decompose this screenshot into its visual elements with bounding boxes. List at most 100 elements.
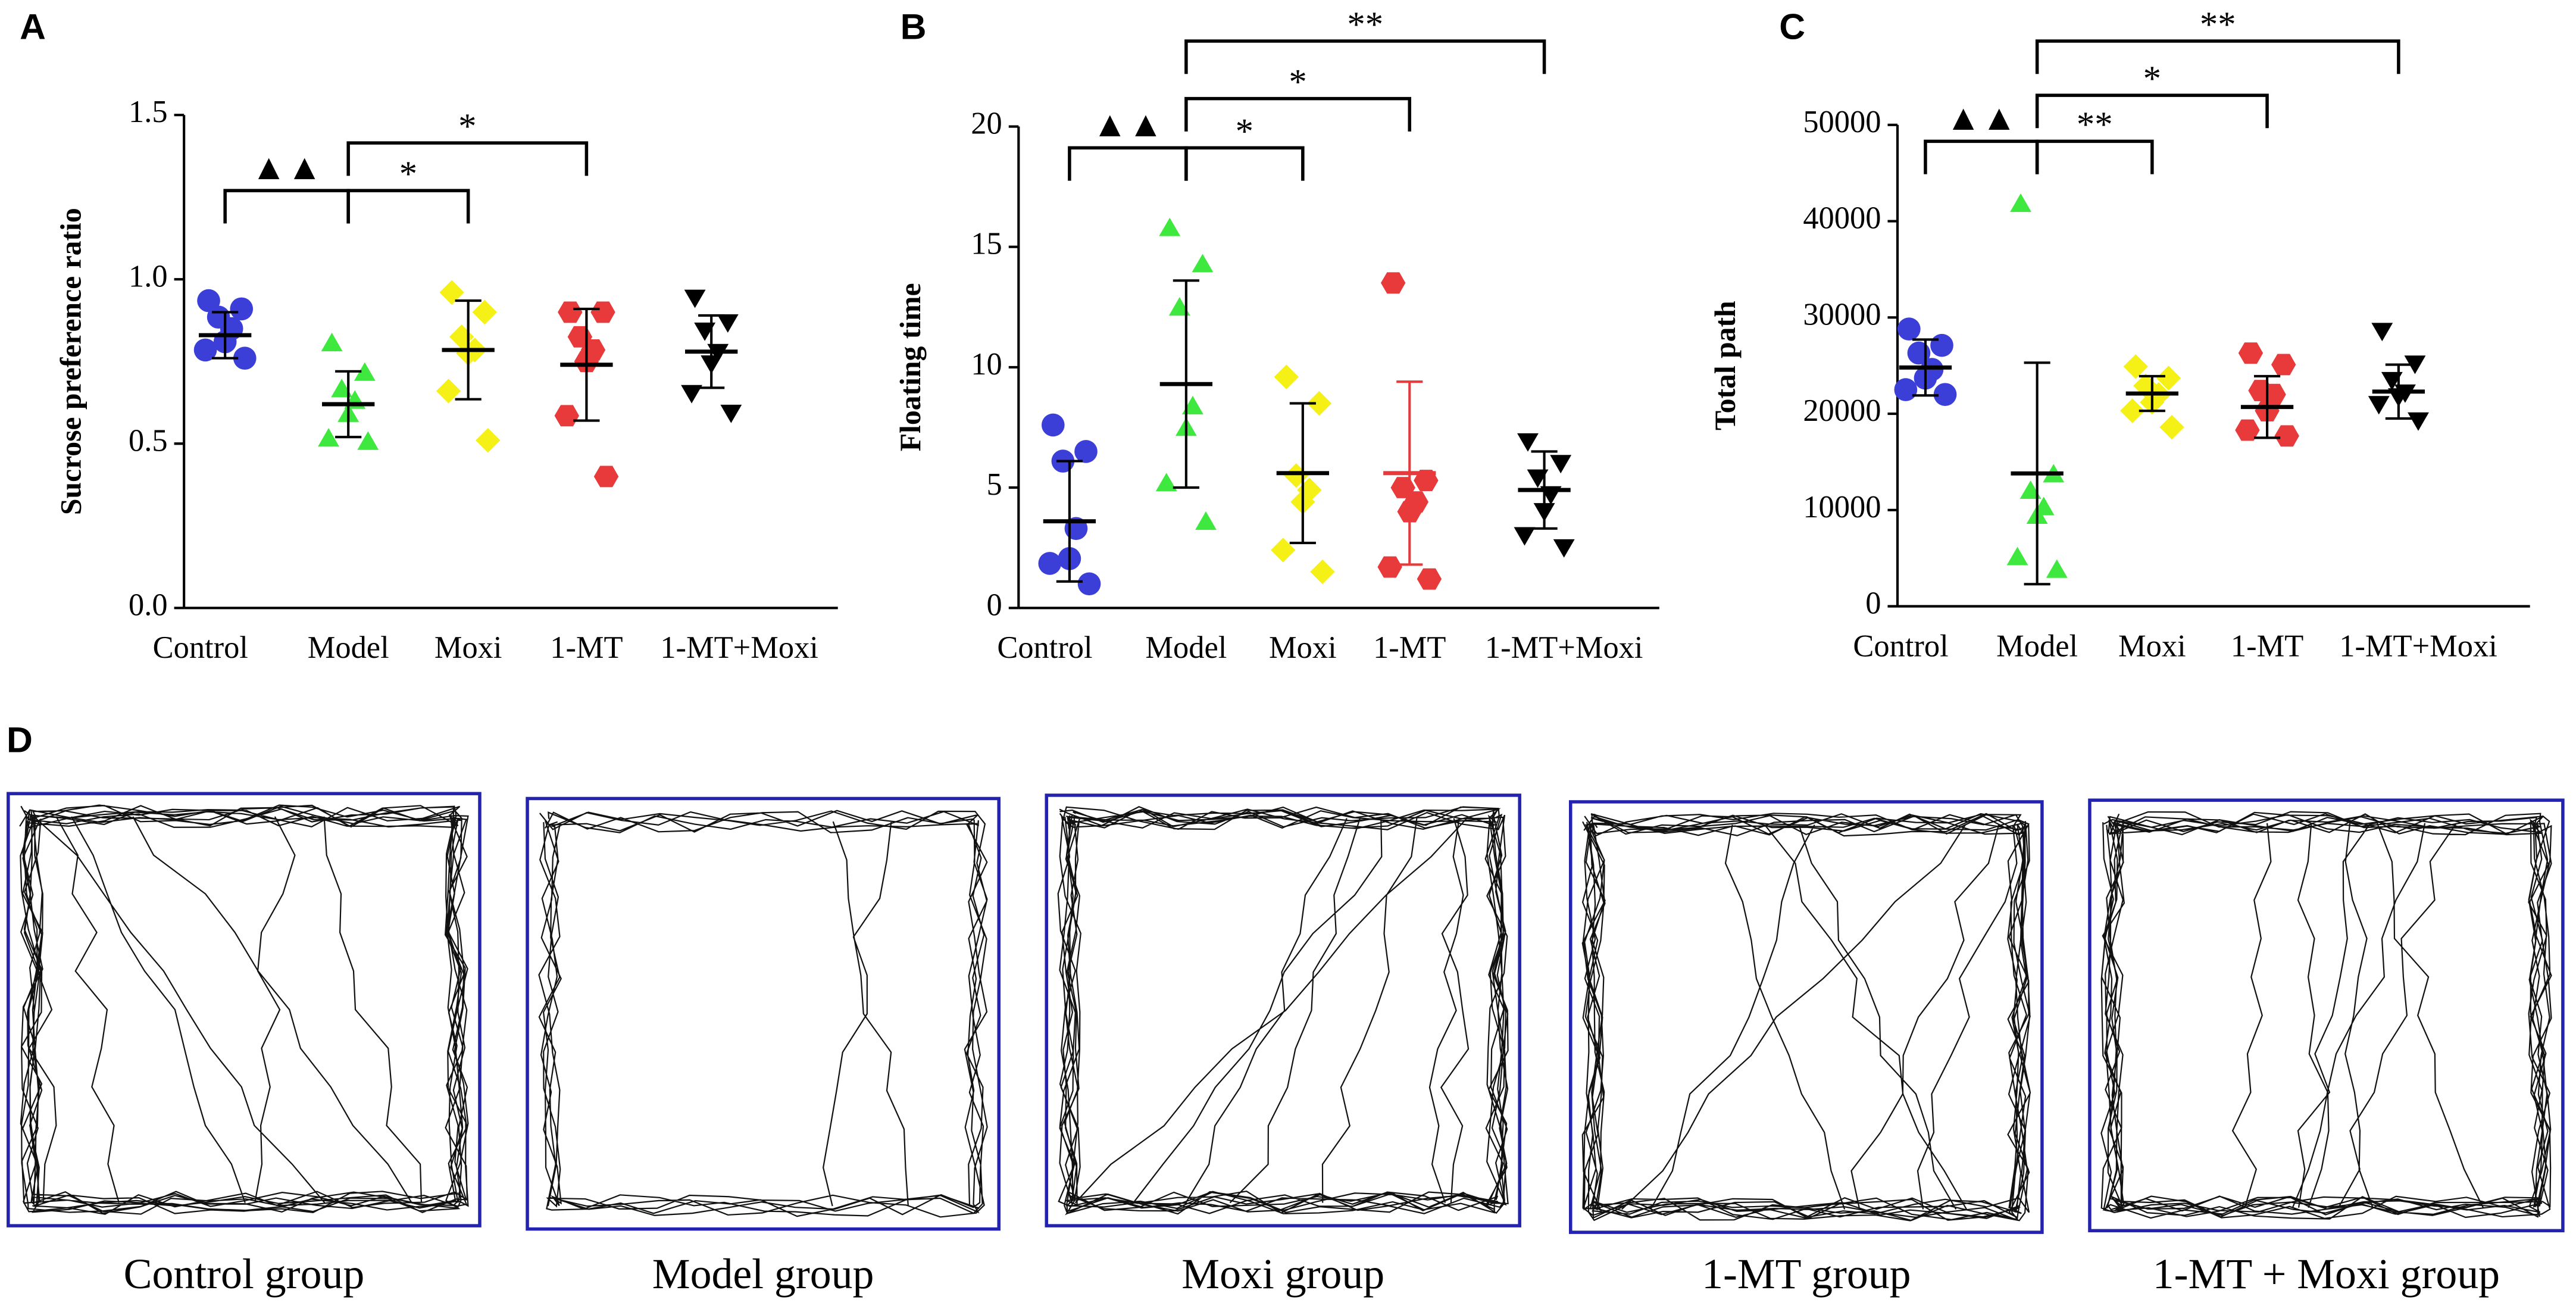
y-tick-label: 15 — [971, 227, 1002, 261]
panel-label: D — [7, 720, 33, 760]
x-tick-label: Moxi — [2118, 629, 2186, 663]
x-tick-label: Control — [153, 630, 248, 665]
data-point — [1553, 539, 1575, 558]
data-point — [318, 428, 339, 447]
significance-label: ** — [2077, 105, 2113, 145]
data-point — [1310, 559, 1335, 585]
y-tick-label: 1.5 — [129, 95, 168, 129]
x-tick-label: Control — [1853, 629, 1948, 663]
data-point — [1038, 552, 1062, 575]
significance-bracket — [1068, 146, 1188, 181]
x-tick-label: Model — [308, 630, 389, 665]
significance-bracket — [1184, 39, 1546, 74]
data-point — [554, 405, 579, 427]
significance-bracket — [2035, 39, 2400, 74]
y-tick-label: 0 — [1865, 586, 1881, 621]
data-point — [2408, 412, 2429, 431]
y-axis-label: Floating time — [894, 283, 927, 451]
x-tick-label: 1-MT+Moxi — [1485, 630, 1643, 665]
significance-label: * — [458, 107, 476, 146]
data-point — [1155, 473, 1177, 492]
significance-bracket — [2035, 139, 2154, 174]
data-point — [2159, 414, 2184, 440]
data-point — [2046, 559, 2068, 578]
group-caption: Model group — [652, 1250, 874, 1298]
group-caption: 1-MT + Moxi group — [2153, 1250, 2500, 1298]
significance-bracket — [1184, 146, 1305, 181]
panel-label: C — [1779, 7, 1805, 47]
significance-bracket — [1184, 96, 1412, 132]
significance-bracket — [223, 189, 350, 224]
group-caption: Control group — [124, 1250, 365, 1298]
y-tick-label: 20 — [971, 107, 1002, 141]
data-point — [1514, 527, 1536, 546]
data-point — [233, 346, 257, 370]
arena-frame — [7, 792, 482, 1227]
data-point — [2120, 398, 2145, 423]
y-axis-label: Sucrose preference ratio — [55, 208, 87, 515]
data-point — [1041, 413, 1065, 437]
data-point — [1894, 378, 1918, 401]
significance-label: ▲▲ — [251, 148, 323, 188]
x-tick-label: 1-MT — [550, 630, 623, 665]
y-axis-label: Total path — [1709, 301, 1742, 430]
panel-label: B — [901, 7, 927, 47]
x-tick-label: 1-MT — [1373, 630, 1446, 665]
arena-frame — [526, 796, 1001, 1231]
data-point — [1550, 455, 1572, 474]
trajectory — [1581, 813, 2031, 1222]
data-point — [230, 297, 254, 321]
arena-frame — [1045, 794, 1521, 1227]
significance-bracket — [346, 189, 470, 224]
y-tick-label: 10000 — [1803, 490, 1881, 524]
data-point — [354, 362, 376, 381]
data-point — [1933, 383, 1957, 406]
x-tick-label: Moxi — [434, 630, 502, 665]
x-tick-label: 1-MT — [2231, 629, 2303, 663]
data-point — [2368, 396, 2390, 415]
data-point — [439, 280, 464, 305]
significance-label: * — [399, 154, 417, 194]
data-point — [1517, 433, 1539, 452]
data-point — [1897, 317, 1921, 341]
trajectory — [538, 810, 988, 1218]
panel-label: A — [20, 7, 46, 47]
data-point — [472, 299, 497, 325]
data-point — [357, 431, 379, 450]
data-point — [1074, 440, 1098, 463]
x-tick-label: Control — [997, 630, 1092, 665]
significance-bracket — [1924, 139, 2039, 174]
data-point — [1192, 254, 1214, 273]
arena-frame — [2088, 798, 2565, 1233]
trajectory — [1057, 806, 1509, 1216]
x-tick-label: 1-MT+Moxi — [2339, 629, 2497, 663]
data-point — [1380, 272, 1406, 294]
data-point — [2235, 419, 2260, 441]
data-point — [717, 314, 739, 333]
data-point — [2274, 425, 2299, 447]
data-point — [2006, 546, 2028, 566]
data-point — [193, 338, 217, 362]
significance-label: ** — [1347, 5, 1383, 45]
significance-label: ** — [2200, 5, 2236, 45]
trajectory — [19, 804, 469, 1215]
x-tick-label: Model — [1145, 630, 1227, 665]
data-point — [681, 385, 702, 404]
data-point — [1159, 217, 1181, 236]
data-point — [2271, 354, 2296, 376]
y-tick-label: 20000 — [1803, 393, 1881, 428]
data-point — [593, 466, 619, 488]
data-point — [321, 332, 343, 352]
data-point — [2371, 323, 2393, 342]
y-tick-label: 0.5 — [129, 423, 168, 458]
data-point — [1527, 469, 1549, 488]
y-tick-label: 5 — [987, 467, 1002, 502]
significance-bracket — [346, 141, 589, 176]
x-tick-label: Moxi — [1269, 630, 1337, 665]
data-point — [1271, 538, 1296, 563]
data-point — [684, 289, 706, 308]
significance-label: ▲▲ — [1946, 98, 2017, 138]
significance-bracket — [2035, 93, 2269, 129]
data-point — [720, 404, 742, 423]
